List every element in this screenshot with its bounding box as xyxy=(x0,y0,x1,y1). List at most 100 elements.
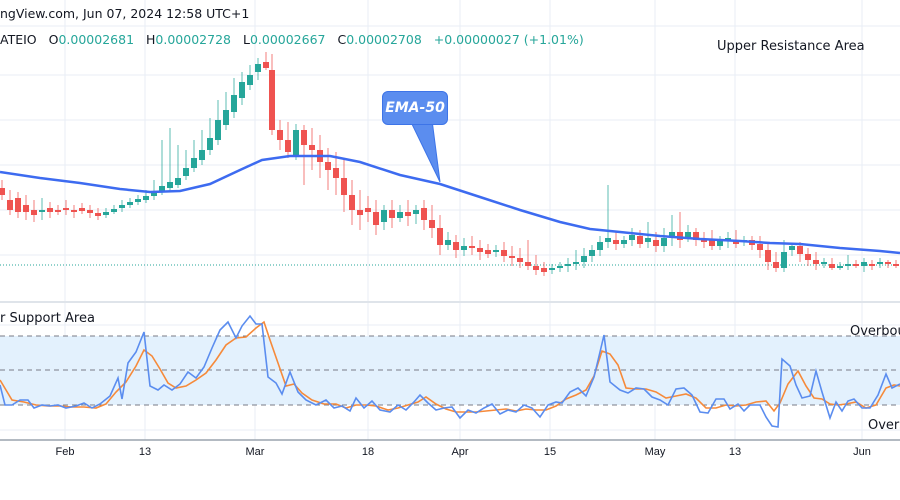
candle-body xyxy=(797,246,803,254)
candle-body xyxy=(301,130,307,145)
candle-body xyxy=(0,188,5,195)
candle-body xyxy=(183,168,189,176)
x-axis-tick-label: May xyxy=(644,446,666,458)
candle-body xyxy=(845,264,851,266)
candle-body xyxy=(661,238,667,246)
candle-body xyxy=(381,210,387,222)
candle-body xyxy=(293,130,299,155)
candle-body xyxy=(269,70,275,130)
candle-body xyxy=(701,240,707,242)
candle-body xyxy=(263,62,269,68)
x-axis-tick-label: Apr xyxy=(451,446,469,458)
candle-body xyxy=(501,250,507,256)
candle-body xyxy=(429,220,435,228)
low-label: L xyxy=(242,32,250,47)
candle-body xyxy=(493,250,499,252)
candle-body xyxy=(637,236,643,244)
candle-body xyxy=(111,209,117,212)
candle-body xyxy=(31,210,37,215)
candle-body xyxy=(853,264,859,266)
candle-body xyxy=(773,262,779,268)
candle-body xyxy=(509,256,515,258)
candle-body xyxy=(565,264,571,266)
x-axis-tick-label: 13 xyxy=(138,446,152,458)
candle-body xyxy=(63,208,69,210)
x-axis-tick-label: 15 xyxy=(543,446,557,458)
candlesticks xyxy=(0,52,899,276)
candle-body xyxy=(239,82,245,98)
candle-body xyxy=(207,138,213,150)
x-axis-tick-label: 18 xyxy=(361,446,375,458)
candle-body xyxy=(421,208,427,220)
stochastic-k-line xyxy=(0,314,900,428)
candle-body xyxy=(95,213,101,216)
high-value: 0.00002728 xyxy=(155,32,231,47)
candle-body xyxy=(15,198,21,212)
candle-body xyxy=(581,256,587,262)
candle-body xyxy=(829,264,835,268)
candle-body xyxy=(341,178,347,195)
oversold-label: Overs xyxy=(868,418,900,433)
candle-body xyxy=(685,232,691,238)
candle-body xyxy=(389,210,395,218)
candle-body xyxy=(549,268,555,270)
candle-body xyxy=(813,260,819,264)
x-axis-tick-label: 13 xyxy=(728,446,742,458)
candle-body xyxy=(55,210,61,212)
candle-body xyxy=(159,186,165,192)
candle-body xyxy=(469,246,475,248)
candle-body xyxy=(821,262,827,264)
candle-body xyxy=(517,258,523,262)
candle-body xyxy=(645,238,651,242)
candle-body xyxy=(397,212,403,218)
candle-body xyxy=(175,178,181,185)
candle-body xyxy=(71,210,77,212)
candle-body xyxy=(413,210,419,214)
high-label: H xyxy=(146,32,156,47)
candle-body xyxy=(453,242,459,250)
candle-body xyxy=(39,210,45,212)
candle-body xyxy=(485,250,491,254)
candle-body xyxy=(191,158,197,168)
candle-body xyxy=(135,199,141,202)
candle-body xyxy=(669,232,675,238)
low-value: 0.00002667 xyxy=(249,32,326,47)
candle-body xyxy=(869,264,875,266)
candle-body xyxy=(725,238,731,240)
candle-body xyxy=(373,212,379,225)
x-axis-tick-label: Feb xyxy=(55,446,75,458)
candle-body xyxy=(541,268,547,272)
candle-body xyxy=(127,202,133,205)
overbought-label: Overbou xyxy=(850,324,900,339)
candle-body xyxy=(119,205,125,208)
candle-body xyxy=(781,252,787,268)
candle-body xyxy=(757,244,763,250)
candle-body xyxy=(215,120,221,140)
candle-body xyxy=(861,262,867,266)
chart-source-line: ngView.com, Jun 07, 2024 12:58 UTC+1 xyxy=(0,6,250,21)
candle-body xyxy=(717,240,723,246)
candle-body xyxy=(103,212,109,215)
candle-body xyxy=(357,210,363,215)
change-value: +0.00000027 (+1.01%) xyxy=(433,32,584,47)
candle-body xyxy=(613,240,619,244)
upper-resistance-label: Upper Resistance Area xyxy=(717,39,865,54)
ema-callout: EMA-50 xyxy=(382,91,448,125)
open-value: 0.00002681 xyxy=(58,32,135,47)
candle-body xyxy=(23,205,29,212)
candle-body xyxy=(309,145,315,150)
candle-body xyxy=(405,212,411,216)
candle-body xyxy=(461,246,467,250)
candle-body xyxy=(365,208,371,212)
x-axis-tick-label: Jun xyxy=(853,446,871,458)
candle-body xyxy=(285,140,291,152)
support-area-label: r Support Area xyxy=(0,311,95,326)
candle-body xyxy=(789,246,795,250)
candle-body xyxy=(533,266,539,270)
candle-body xyxy=(143,196,149,200)
x-axis-tick-label: Mar xyxy=(245,446,265,458)
candle-body xyxy=(47,208,53,212)
candle-body xyxy=(231,95,237,112)
